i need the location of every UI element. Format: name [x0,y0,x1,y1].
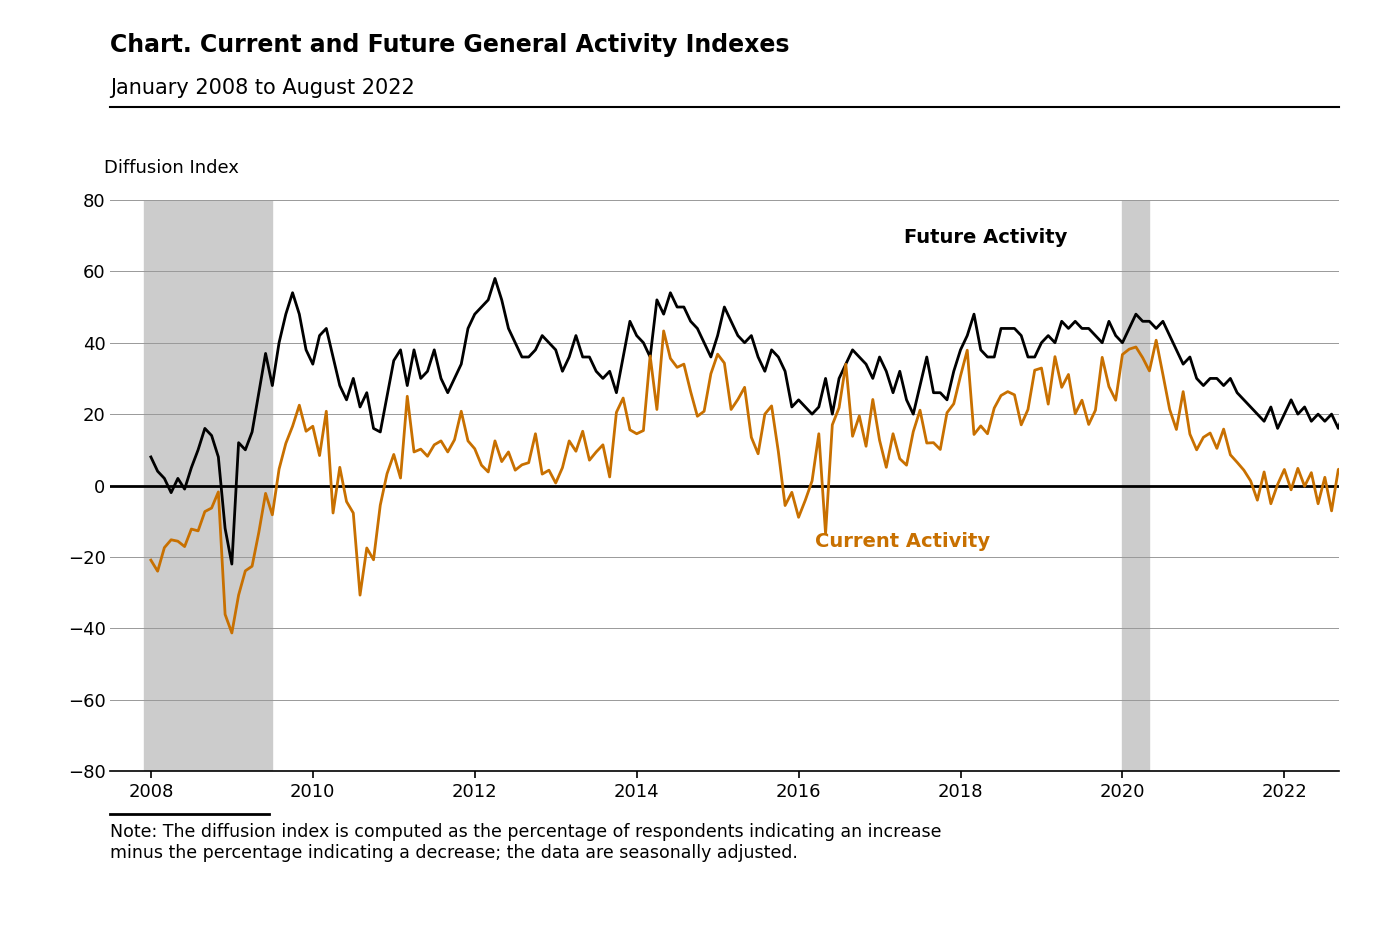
Text: January 2008 to August 2022: January 2008 to August 2022 [110,78,415,98]
Text: Future Activity: Future Activity [904,228,1067,248]
Text: Chart. Current and Future General Activity Indexes: Chart. Current and Future General Activi… [110,33,789,57]
Bar [1122,200,1150,771]
Bar [144,200,272,771]
Text: Diffusion Index: Diffusion Index [105,159,239,177]
Text: Note: The diffusion index is computed as the percentage of respondents indicatin: Note: The diffusion index is computed as… [110,823,943,863]
Text: Current Activity: Current Activity [814,532,989,551]
